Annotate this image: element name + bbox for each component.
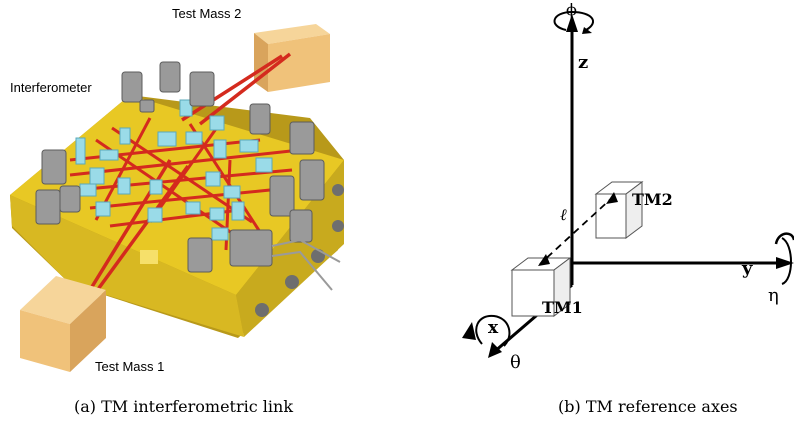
z-axis-arrow [566, 14, 578, 32]
eta-rotation-arrow [781, 237, 792, 285]
x-axis-label: x [488, 318, 499, 338]
optical-fibers [271, 238, 341, 291]
y-axis-arrow [776, 257, 794, 269]
test-mass-1-cube [20, 276, 106, 372]
caption-panel-a: (a) TM interferometric link [74, 397, 294, 416]
theta-label: θ [510, 352, 521, 373]
distance-line [539, 195, 615, 265]
optical-components [75, 99, 273, 241]
test-mass-2-label: Test Mass 2 [172, 6, 242, 21]
test-mass-1-label: Test Mass 1 [95, 359, 165, 374]
tm1-label: TM1 [542, 298, 583, 317]
tm2-label: TM2 [632, 190, 673, 209]
eta-label: η [768, 285, 779, 306]
z-axis-label: z [578, 52, 589, 73]
y-axis-label: y [742, 258, 753, 279]
x-axis-arrow [488, 342, 502, 358]
caption-panel-b: (b) TM reference axes [558, 397, 738, 416]
phi-label: ϕ [566, 0, 577, 19]
interferometer-label: Interferometer [10, 80, 92, 95]
optical-mounts [35, 61, 325, 273]
distance-label: ℓ [560, 205, 567, 224]
theta-rotation-arrow [475, 314, 511, 347]
phi-rotation-arrow [553, 10, 594, 31]
